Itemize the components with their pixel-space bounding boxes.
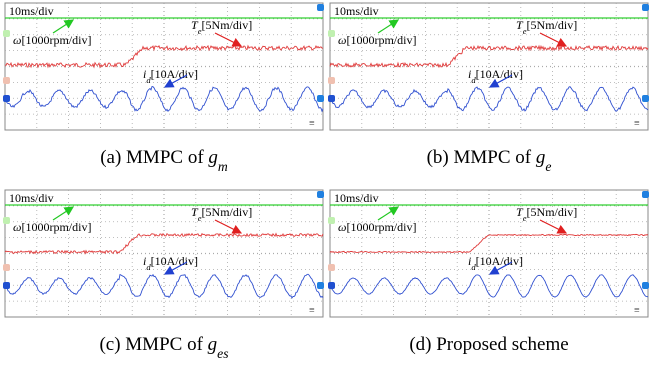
caption: (a) MMPC of gm (100, 147, 228, 174)
menu-icon: ≡ (634, 118, 640, 129)
time-div: 10ms/div (9, 191, 54, 205)
speed-label-text: [1000rpm/div] (346, 220, 416, 234)
marker-ch1 (328, 282, 335, 289)
marker-right (642, 95, 649, 102)
marker-right (317, 95, 324, 102)
time-div: 10ms/div (334, 191, 379, 205)
marker-ch1 (3, 282, 10, 289)
caption: (b) MMPC of ge (427, 147, 552, 174)
caption-text: (d) Proposed scheme (409, 334, 568, 355)
speed-label-text: [1000rpm/div] (21, 33, 91, 47)
caption-text: (c) MMPC of (99, 334, 207, 355)
caption: (d) Proposed scheme (409, 334, 568, 355)
marker-ch2 (3, 264, 10, 271)
torque-label-text: [5Nm/div] (527, 18, 578, 32)
marker-ch1 (3, 95, 10, 102)
marker-top (317, 4, 324, 11)
scope-panel: ≡10ms/divω[1000rpm/div]Te[5Nm/div]id[10A… (328, 190, 649, 317)
marker-ch2 (328, 264, 335, 271)
marker-top (642, 191, 649, 198)
marker-top (642, 4, 649, 11)
speed-label: ω[1000rpm/div] (338, 33, 416, 47)
caption-symbol: g (536, 147, 546, 168)
caption-symbol: g (208, 334, 218, 355)
marker-right (642, 282, 649, 289)
speed-label: ω[1000rpm/div] (13, 220, 91, 234)
current-label-text: [10A/div] (151, 254, 198, 268)
scope-panel: ≡10ms/divω[1000rpm/div]Te[5Nm/div]id[10A… (328, 3, 649, 130)
time-div: 10ms/div (334, 4, 379, 18)
caption: (c) MMPC of ges (99, 334, 228, 361)
marker-ch1 (328, 95, 335, 102)
caption-sub: es (217, 346, 228, 361)
speed-label-symbol: ω (13, 33, 21, 47)
scope-panel: ≡10ms/divω[1000rpm/div]Te[5Nm/div]id[10A… (3, 3, 324, 130)
marker-top (317, 191, 324, 198)
menu-icon: ≡ (309, 305, 315, 316)
current-label-text: [10A/div] (151, 67, 198, 81)
menu-icon: ≡ (309, 118, 315, 129)
marker-ch2 (328, 77, 335, 84)
speed-label-symbol: ω (338, 33, 346, 47)
figure: ≡10ms/divω[1000rpm/div]Te[5Nm/div]id[10A… (0, 0, 654, 372)
torque-label-text: [5Nm/div] (202, 18, 253, 32)
scope-panel: ≡10ms/divω[1000rpm/div]Te[5Nm/div]id[10A… (3, 190, 324, 317)
speed-label: ω[1000rpm/div] (338, 220, 416, 234)
speed-label: ω[1000rpm/div] (13, 33, 91, 47)
speed-label-text: [1000rpm/div] (346, 33, 416, 47)
caption-sub: e (545, 159, 551, 174)
caption-sub: m (218, 159, 228, 174)
caption-text: (a) MMPC of (100, 147, 208, 168)
marker-ch3 (3, 217, 10, 224)
speed-label-symbol: ω (13, 220, 21, 234)
current-label-text: [10A/div] (476, 254, 523, 268)
marker-ch3 (3, 30, 10, 37)
torque-label-text: [5Nm/div] (202, 205, 253, 219)
marker-ch3 (328, 30, 335, 37)
marker-right (317, 282, 324, 289)
speed-label-text: [1000rpm/div] (21, 220, 91, 234)
torque-label-text: [5Nm/div] (527, 205, 578, 219)
time-div: 10ms/div (9, 4, 54, 18)
marker-ch3 (328, 217, 335, 224)
speed-label-symbol: ω (338, 220, 346, 234)
caption-symbol: g (208, 147, 218, 168)
menu-icon: ≡ (634, 305, 640, 316)
caption-text: (b) MMPC of (427, 147, 536, 168)
marker-ch2 (3, 77, 10, 84)
current-label-text: [10A/div] (476, 67, 523, 81)
